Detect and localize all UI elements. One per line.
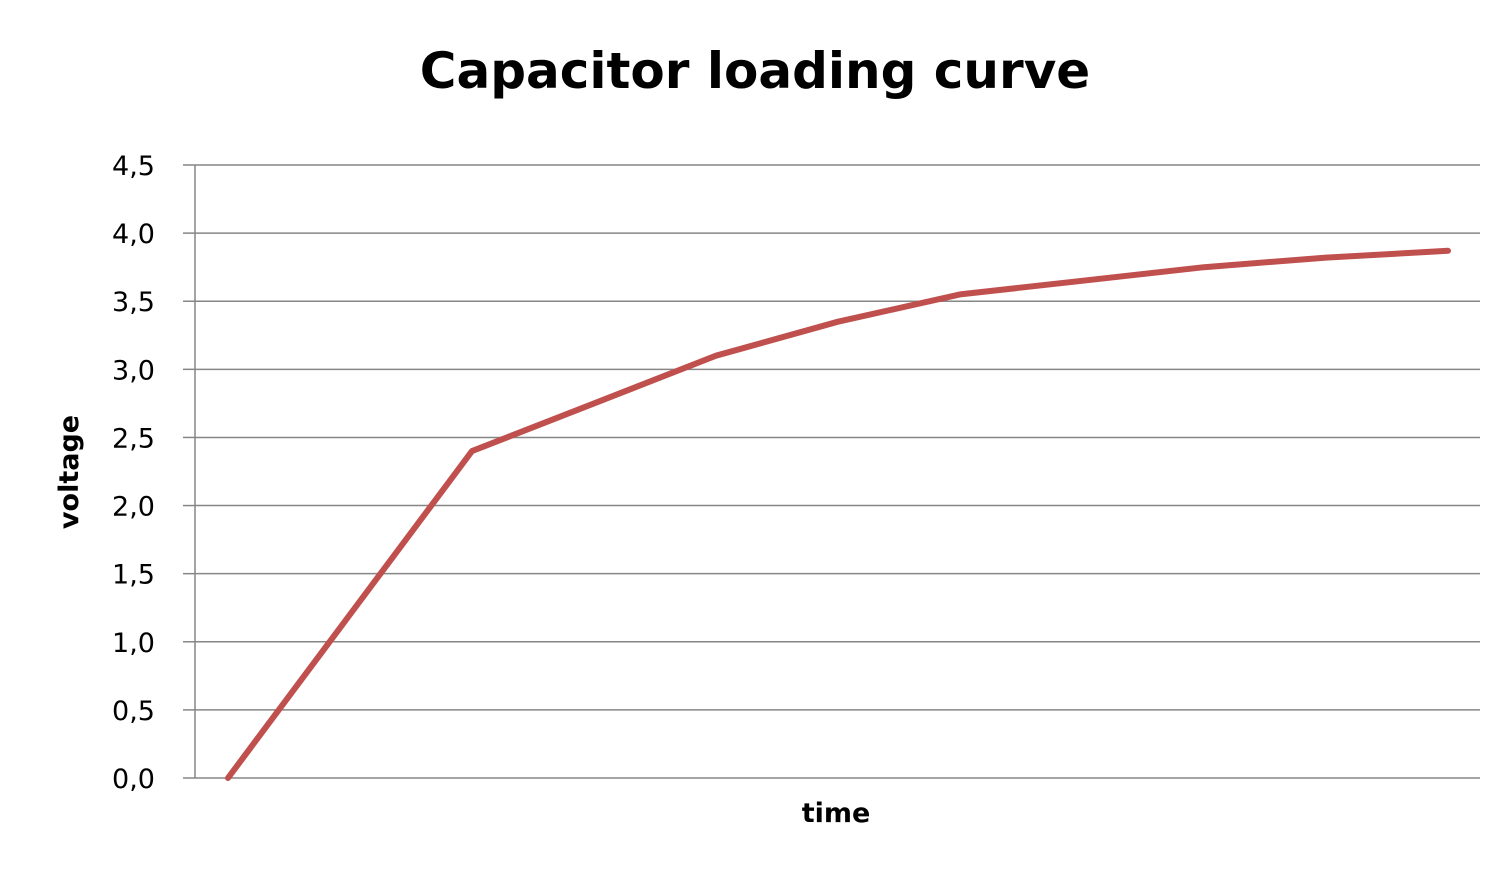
y-tick-label: 0,5 [112, 696, 155, 727]
y-tick-label: 2,0 [112, 492, 155, 523]
series-line [225, 247, 1451, 781]
grid-lines [183, 164, 1480, 779]
y-tick-label: 3,0 [112, 355, 155, 386]
y-tick-label: 3,5 [112, 287, 155, 318]
y-axis-title: voltage [54, 415, 85, 529]
chart-title: Capacitor loading curve [420, 42, 1090, 100]
y-tick-label: 2,5 [112, 423, 155, 454]
y-tick-label: 1,5 [112, 560, 155, 591]
y-tick-labels: 0,0 0,5 1,0 1,5 2,0 2,5 3,0 3,5 4,0 4,5 [112, 151, 155, 795]
y-tick-label: 4,5 [112, 151, 155, 182]
x-axis-title: time [802, 798, 871, 829]
y-tick-label: 0,0 [112, 764, 155, 795]
y-tick-label: 4,0 [112, 219, 155, 250]
y-tick-label: 1,0 [112, 628, 155, 659]
series-layer [225, 247, 1451, 781]
